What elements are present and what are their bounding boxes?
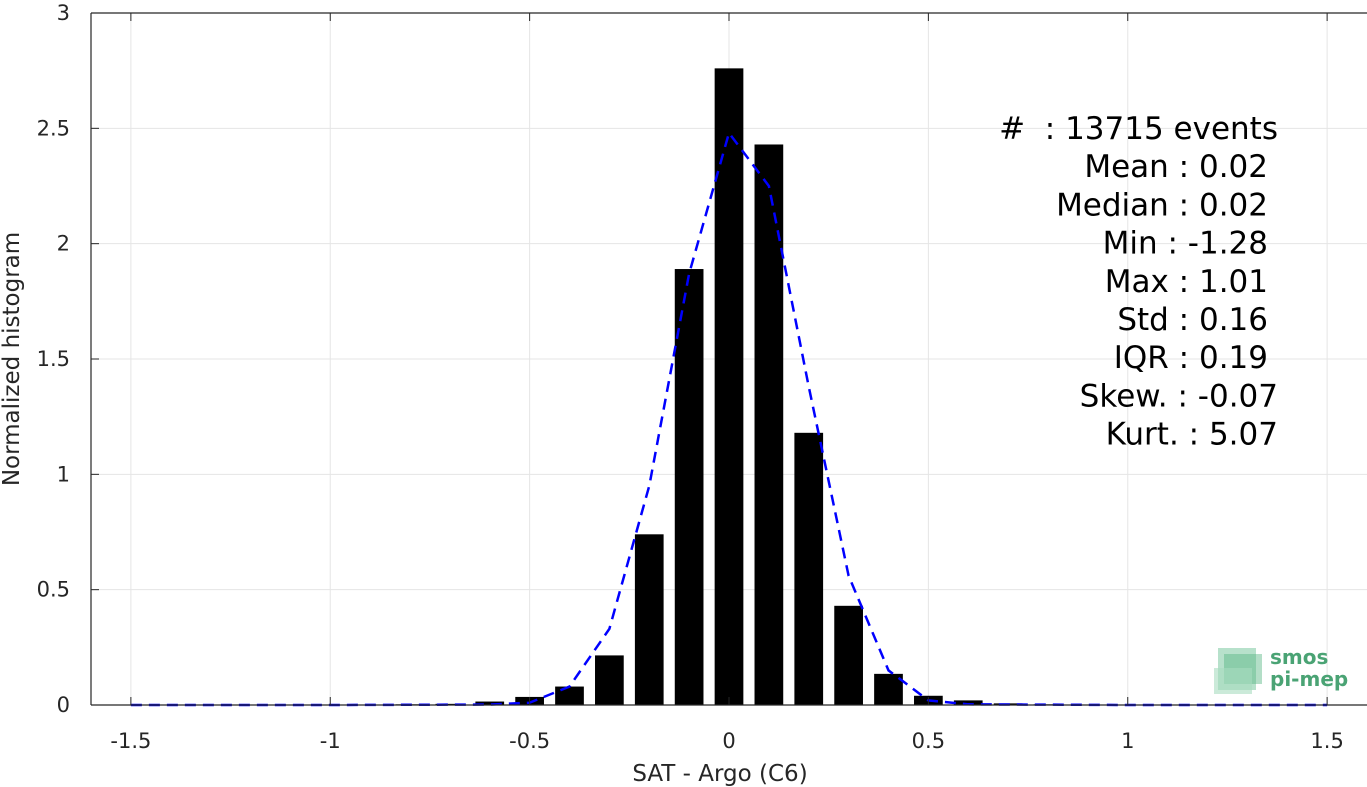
fit-curve-line — [130, 130, 1328, 707]
stat-line: Min : -1.28 — [1103, 226, 1268, 262]
x-tick-label: 0.5 — [912, 729, 945, 753]
histogram-bar — [475, 701, 505, 705]
y-tick-label: 2 — [57, 232, 70, 256]
x-axis-label: SAT - Argo (C6) — [632, 761, 807, 787]
x-tick-label: 1.5 — [1310, 729, 1343, 753]
histogram-bar — [794, 432, 824, 705]
histogram-bar — [674, 269, 704, 705]
stat-line: Max : 1.01 — [1105, 264, 1268, 300]
histogram-bar — [555, 686, 584, 705]
stat-line: Kurt. : 5.07 — [1106, 417, 1278, 453]
x-tick-labels: -1.5 -1 -0.5 0 0.5 1 1.5 — [110, 729, 1343, 753]
stat-line: Median : 0.02 — [1056, 187, 1268, 223]
stat-line: Skew. : -0.07 — [1080, 378, 1278, 414]
logo-text-line1: smos — [1270, 645, 1328, 669]
y-tick-label: 3 — [57, 1, 70, 25]
y-tick-label: 1 — [57, 462, 70, 486]
logo-shape-icon — [1214, 648, 1262, 694]
stat-line: Mean : 0.02 — [1084, 149, 1268, 185]
histogram-bar — [953, 700, 983, 705]
y-tick-label: 0.5 — [37, 578, 70, 602]
histogram-bar — [754, 144, 784, 706]
histogram-bar — [834, 605, 863, 705]
stat-line: Std : 0.16 — [1117, 302, 1268, 338]
x-tick-label: -1 — [320, 729, 341, 753]
histogram-bars — [355, 68, 1143, 706]
smos-pi-mep-logo: smos pi-mep — [1214, 645, 1348, 694]
y-tick-label: 0 — [57, 693, 70, 717]
logo-text-line2: pi-mep — [1270, 667, 1348, 691]
y-tick-label: 1.5 — [37, 347, 70, 371]
y-tick-label: 2.5 — [37, 116, 70, 140]
fit-curve-layer — [130, 130, 1328, 707]
x-tick-label: 0 — [722, 729, 735, 753]
y-axis-label: Normalized histogram — [0, 232, 25, 486]
histogram-bar — [714, 68, 744, 706]
x-tick-label: -0.5 — [509, 729, 550, 753]
histogram-bar — [595, 655, 624, 705]
histogram-bar — [634, 534, 664, 705]
x-tick-label: 1 — [1121, 729, 1134, 753]
stat-line: # : 13715 events — [999, 111, 1278, 147]
x-tick-label: -1.5 — [110, 729, 151, 753]
y-tick-labels: 0 0.5 1 1.5 2 2.5 3 — [37, 1, 70, 717]
stat-line: IQR : 0.19 — [1114, 340, 1268, 376]
axes — [90, 12, 1367, 706]
